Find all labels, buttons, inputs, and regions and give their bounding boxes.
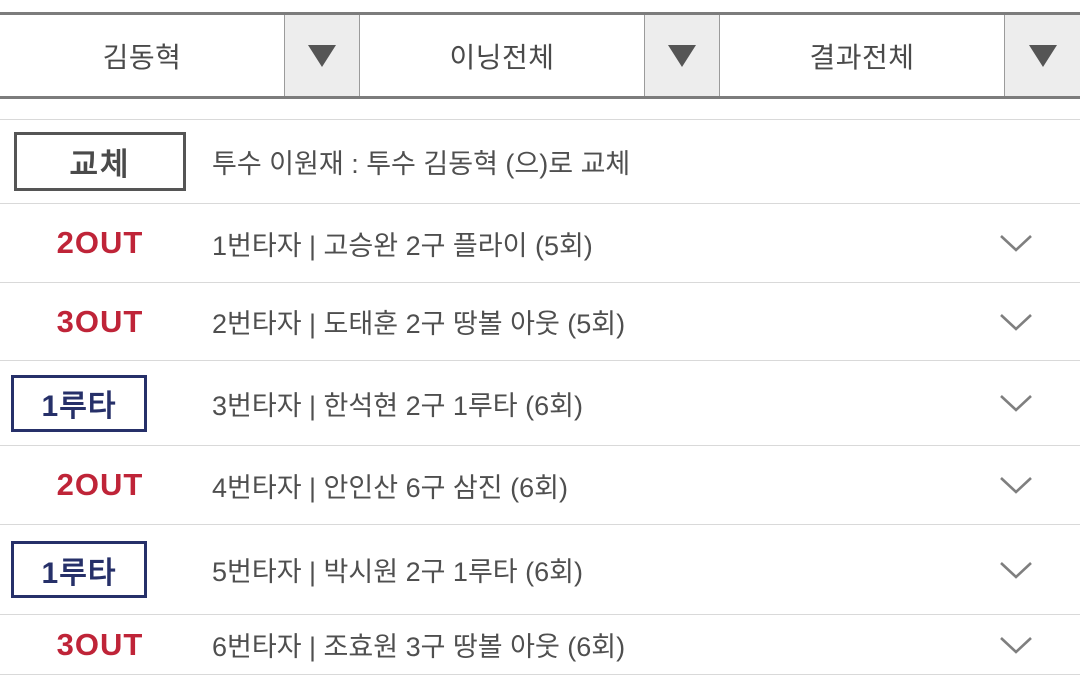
expand-row-button[interactable] <box>998 475 1034 495</box>
dropdown-arrow-icon <box>668 44 696 67</box>
event-text: 투수 이원재 : 투수 김동혁 (으)로 교체 <box>212 149 631 179</box>
chevron-down-icon <box>1000 395 1032 412</box>
dropdown-arrow-icon <box>1028 44 1057 67</box>
out-badge: 2OUT <box>56 225 144 260</box>
filter-inning-dropdown-button[interactable] <box>644 15 720 96</box>
expand-row-button[interactable] <box>998 393 1034 413</box>
filter-result-dropdown-button[interactable] <box>1004 15 1080 96</box>
event-text: 2번타자 | 도태훈 2구 땅볼 아웃 (5회) <box>212 309 626 339</box>
event-row-substitution: 교체 투수 이원재 : 투수 김동혁 (으)로 교체 <box>0 120 1080 204</box>
filter-inning-value: 이닝전체 <box>449 41 555 73</box>
badge-column: 1루타 <box>0 374 200 432</box>
filter-result-value: 결과전체 <box>809 41 915 73</box>
expand-row-button[interactable] <box>998 233 1034 253</box>
event-row-batter-4[interactable]: 2OUT 4번타자 | 안인산 6구 삼진 (6회) <box>0 446 1080 525</box>
filter-player-value: 김동혁 <box>102 41 182 73</box>
chevron-down-icon <box>1000 313 1032 331</box>
expand-row-button[interactable] <box>998 312 1034 332</box>
chevron-down-icon <box>1000 235 1032 252</box>
dropdown-arrow-icon <box>308 44 336 67</box>
single-badge: 1루타 <box>11 541 147 598</box>
event-row-batter-1[interactable]: 2OUT 1번타자 | 고승완 2구 플라이 (5회) <box>0 204 1080 283</box>
out-badge: 2OUT <box>56 467 144 502</box>
play-log-screen: 김동혁 이닝전체 결과전체 교체 투수 이원재 : 투수 김동혁 (으)로 교체 <box>0 12 1080 683</box>
badge-column: 2OUT <box>0 467 200 503</box>
filter-select-inning[interactable]: 이닝전체 <box>360 15 720 96</box>
event-row-batter-6[interactable]: 3OUT 6번타자 | 조효원 3구 땅볼 아웃 (6회) <box>0 615 1080 675</box>
out-badge: 3OUT <box>56 626 144 662</box>
filter-bar: 김동혁 이닝전체 결과전체 <box>0 12 1080 99</box>
out-badge: 3OUT <box>56 303 144 339</box>
substitution-badge: 교체 <box>14 132 186 191</box>
event-row-batter-5[interactable]: 1루타 5번타자 | 박시원 2구 1루타 (6회) <box>0 525 1080 615</box>
badge-column: 2OUT <box>0 225 200 261</box>
event-text: 4번타자 | 안인산 6구 삼진 (6회) <box>212 472 568 503</box>
event-row-batter-2[interactable]: 3OUT 2번타자 | 도태훈 2구 땅볼 아웃 (5회) <box>0 283 1080 361</box>
event-text: 6번타자 | 조효원 3구 땅볼 아웃 (6회) <box>212 632 626 662</box>
badge-column: 3OUT <box>0 627 200 663</box>
badge-column: 3OUT <box>0 304 200 340</box>
badge-column: 교체 <box>0 132 200 191</box>
chevron-down-icon <box>1000 636 1032 654</box>
event-text: 5번타자 | 박시원 2구 1루타 (6회) <box>212 557 583 587</box>
expand-row-button[interactable] <box>998 635 1034 655</box>
spacer <box>0 99 1080 119</box>
chevron-down-icon <box>1000 477 1032 494</box>
event-list: 교체 투수 이원재 : 투수 김동혁 (으)로 교체 2OUT 1번타자 | 고… <box>0 119 1080 675</box>
filter-select-result[interactable]: 결과전체 <box>720 15 1080 96</box>
filter-player-dropdown-button[interactable] <box>284 15 360 96</box>
chevron-down-icon <box>1000 561 1032 579</box>
filter-select-player[interactable]: 김동혁 <box>0 15 360 96</box>
badge-column: 1루타 <box>0 541 200 598</box>
expand-row-button[interactable] <box>998 560 1034 580</box>
event-text: 1번타자 | 고승완 2구 플라이 (5회) <box>212 230 593 261</box>
single-badge: 1루타 <box>11 374 147 432</box>
event-row-batter-3[interactable]: 1루타 3번타자 | 한석현 2구 1루타 (6회) <box>0 361 1080 446</box>
event-text: 3번타자 | 한석현 2구 1루타 (6회) <box>212 390 583 421</box>
